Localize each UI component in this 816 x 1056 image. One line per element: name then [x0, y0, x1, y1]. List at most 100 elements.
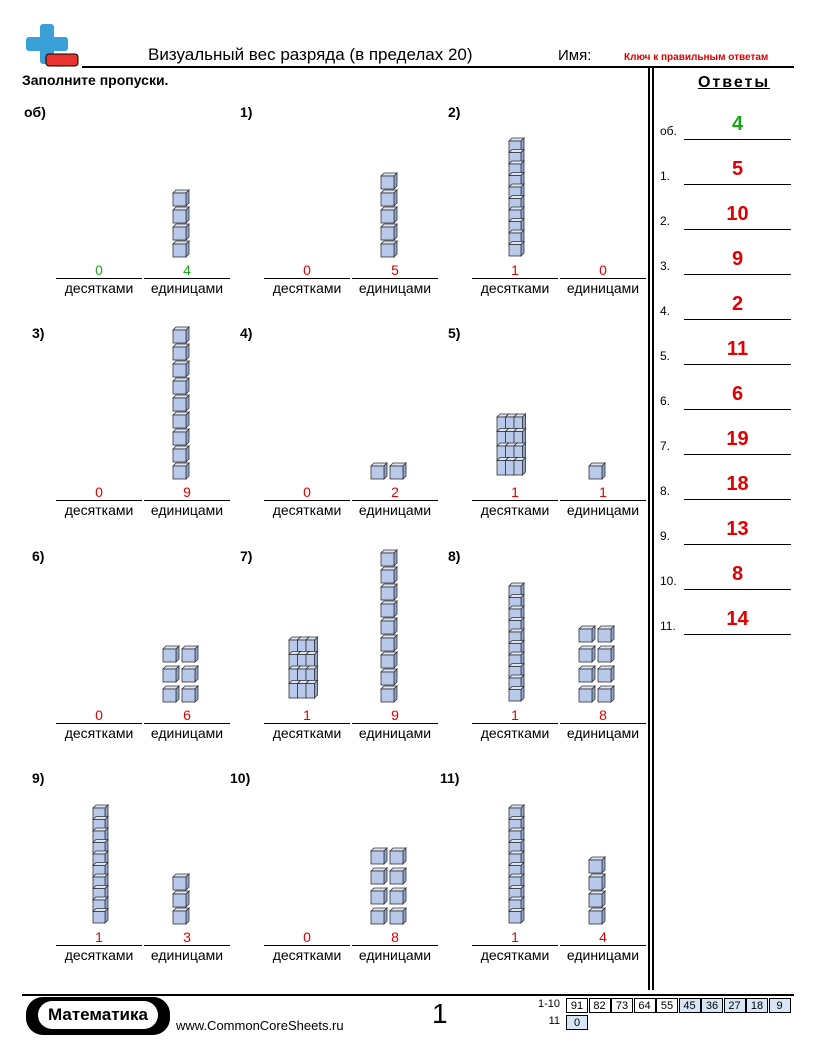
tens-answer-field[interactable]: 1 десятками	[264, 707, 350, 742]
ones-caption: единицами	[358, 947, 432, 963]
answer-label: 7.	[660, 439, 671, 453]
answer-value: 2	[731, 293, 744, 315]
one-cube	[181, 645, 199, 663]
tens-rod	[496, 413, 527, 476]
tens-caption: десятками	[64, 502, 134, 518]
tens-answer-field[interactable]: 1 десятками	[472, 707, 558, 742]
one-cube	[171, 360, 190, 378]
ones-value: 6	[183, 707, 191, 723]
ones-answer-field[interactable]: 9 единицами	[352, 707, 438, 742]
one-cube	[597, 685, 615, 703]
footer-url: www.CommonCoreSheets.ru	[176, 1018, 344, 1033]
ten-rod-cube	[92, 827, 109, 844]
tens-answer-field[interactable]: 1 десятками	[56, 929, 142, 964]
answer-line	[684, 229, 791, 230]
tens-answer-field[interactable]: 0 десятками	[264, 484, 350, 519]
score-cell: 82	[588, 998, 611, 1013]
tens-answer-field[interactable]: 0 десятками	[56, 262, 142, 297]
tens-line	[56, 500, 142, 501]
ones-value: 5	[391, 262, 399, 278]
tens-rod	[508, 804, 525, 924]
problem-label: 8)	[448, 548, 461, 564]
ones-answer-field[interactable]: 9 единицами	[144, 484, 230, 519]
tens-caption: десятками	[480, 725, 550, 741]
ones-cubes	[370, 462, 407, 480]
tens-answer-field[interactable]: 0 десятками	[56, 484, 142, 519]
tens-answer-field[interactable]: 1 десятками	[472, 484, 558, 519]
score-cell: 91	[566, 998, 588, 1013]
answers-title: Ответы	[697, 74, 771, 91]
answer-value: 19	[726, 428, 749, 450]
answer-label: об.	[660, 124, 677, 138]
answer-line	[684, 139, 791, 140]
answer-label: 1.	[660, 169, 671, 183]
tens-caption: десятками	[272, 280, 342, 296]
ten-rod-cube	[508, 674, 525, 691]
ones-answer-field[interactable]: 8 единицами	[560, 707, 646, 742]
tens-answer-field[interactable]: 1 десятками	[472, 262, 558, 297]
score-cell: 18	[746, 998, 768, 1013]
ones-answer-field[interactable]: 5 единицами	[352, 262, 438, 297]
one-cube	[171, 189, 190, 207]
ones-answer-field[interactable]: 0 единицами	[560, 262, 646, 297]
ones-answer-field[interactable]: 8 единицами	[352, 929, 438, 964]
one-cube	[389, 847, 407, 865]
tens-answer-field[interactable]: 0 десятками	[264, 929, 350, 964]
answer-label: 5.	[660, 349, 671, 363]
problem-label: 6)	[32, 548, 45, 564]
score-cell: 0	[566, 1015, 588, 1030]
ones-value: 8	[391, 929, 399, 945]
answer-value: 4	[731, 113, 744, 135]
one-cube	[370, 887, 388, 905]
ones-cubes	[578, 625, 615, 703]
one-cube	[370, 847, 388, 865]
tens-value: 1	[511, 262, 519, 278]
one-cube	[587, 462, 606, 480]
ones-answer-field[interactable]: 3 единицами	[144, 929, 230, 964]
answer-label: 11.	[660, 619, 676, 633]
answer-row: 9. 13	[660, 517, 795, 545]
ones-line	[144, 945, 230, 946]
ones-line	[560, 723, 646, 724]
ones-value: 9	[391, 707, 399, 723]
instructions: Заполните пропуски.	[22, 72, 169, 88]
one-cube	[379, 617, 398, 635]
ones-line	[352, 723, 438, 724]
tens-answer-field[interactable]: 0 десятками	[56, 707, 142, 742]
answer-row: 2. 10	[660, 202, 795, 230]
ones-answer-field[interactable]: 6 единицами	[144, 707, 230, 742]
answer-label: 4.	[660, 304, 671, 318]
score-row-label: 11	[548, 1015, 560, 1027]
tens-line	[472, 500, 558, 501]
tens-value: 1	[95, 929, 103, 945]
ones-answer-field[interactable]: 4 единицами	[144, 262, 230, 297]
ten-rod-cube	[508, 229, 525, 246]
tens-caption: десятками	[480, 947, 550, 963]
name-label: Имя:	[558, 47, 592, 64]
one-cube	[597, 665, 615, 683]
ones-line	[144, 500, 230, 501]
brand-logo: Математика	[26, 997, 170, 1035]
ones-answer-field[interactable]: 2 единицами	[352, 484, 438, 519]
ones-line	[352, 500, 438, 501]
ones-answer-field[interactable]: 1 единицами	[560, 484, 646, 519]
ones-caption: единицами	[566, 725, 640, 741]
ten-rod-cube	[508, 616, 525, 633]
ten-block-cell	[513, 427, 527, 447]
ten-rod-cube	[508, 582, 525, 599]
one-cube	[578, 645, 596, 663]
ones-cubes	[171, 189, 190, 258]
ten-rod-cube	[508, 605, 525, 622]
tens-line	[56, 945, 142, 946]
answer-line	[684, 544, 791, 545]
tens-answer-field[interactable]: 1 десятками	[472, 929, 558, 964]
problem-label: 11)	[440, 770, 460, 786]
one-cube	[379, 189, 398, 207]
ones-value: 4	[599, 929, 607, 945]
tens-answer-field[interactable]: 0 десятками	[264, 262, 350, 297]
ten-rod-cube	[508, 240, 525, 257]
tens-line	[472, 945, 558, 946]
ones-value: 9	[183, 484, 191, 500]
problem-label: 2)	[448, 104, 461, 120]
ones-answer-field[interactable]: 4 единицами	[560, 929, 646, 964]
